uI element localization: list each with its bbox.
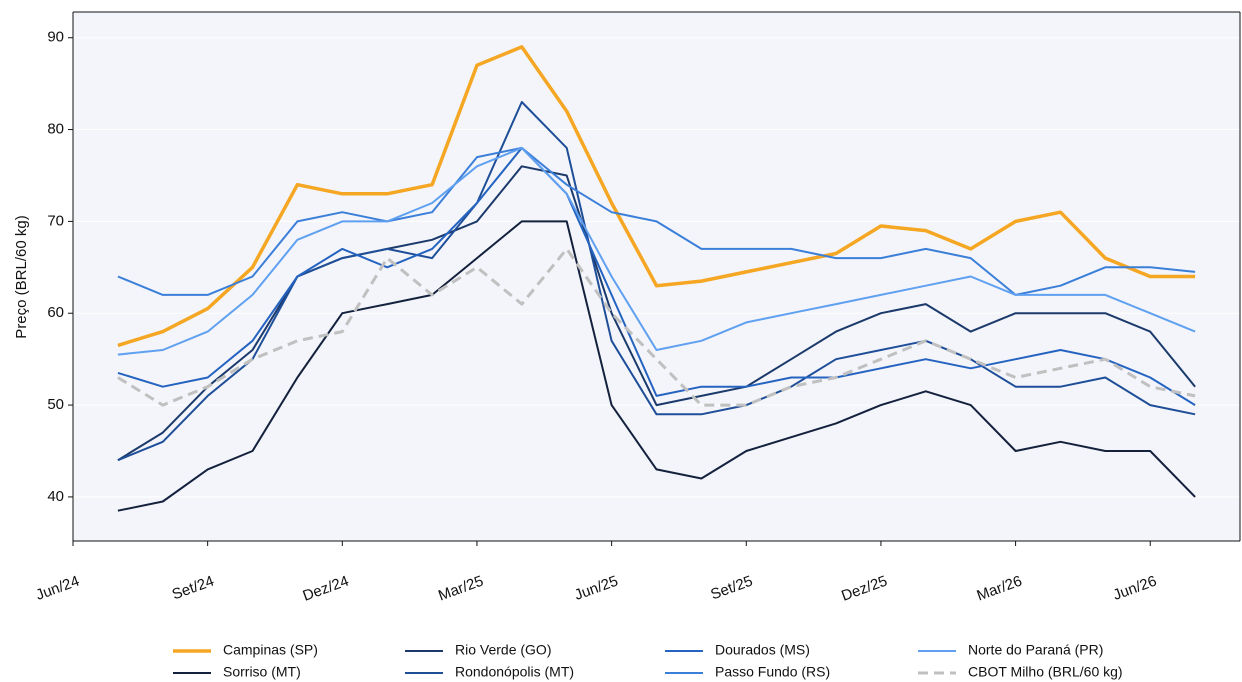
x-tick-label: Jun/25 xyxy=(572,573,620,604)
y-tick-label: 40 xyxy=(47,488,64,505)
series-line xyxy=(117,220,1196,512)
x-tick-label: Jun/24 xyxy=(34,573,82,604)
legend-label: CBOT Milho (BRL/60 kg) xyxy=(968,664,1123,680)
series-line xyxy=(117,146,1196,356)
legend-label: Rio Verde (GO) xyxy=(455,642,551,658)
y-tick-label: 80 xyxy=(47,121,64,138)
x-tick-label: Dez/24 xyxy=(301,573,351,605)
y-axis-label: Preço (BRL/60 kg) xyxy=(13,215,30,338)
legend-label: Passo Fundo (RS) xyxy=(715,664,830,680)
legend-label: Sorriso (MT) xyxy=(223,664,301,680)
x-tick-label: Set/25 xyxy=(708,573,755,604)
y-tick-label: 60 xyxy=(47,304,64,321)
legend-label: Campinas (SP) xyxy=(223,642,318,658)
x-tick-label: Jun/26 xyxy=(1111,573,1159,604)
x-tick-label: Mar/26 xyxy=(975,573,1025,605)
legend-label: Rondonópolis (MT) xyxy=(455,664,574,680)
legend-label: Dourados (MS) xyxy=(715,642,810,658)
y-tick-label: 90 xyxy=(47,29,64,46)
series-line xyxy=(117,146,1196,406)
plot-area xyxy=(73,12,1240,541)
y-tick-label: 50 xyxy=(47,396,64,413)
legend: Campinas (SP) Sorriso (MT) Rio Verde (GO) R… xyxy=(173,642,1123,680)
x-tick-label: Dez/25 xyxy=(839,573,889,605)
x-tick-label: Mar/25 xyxy=(436,573,486,605)
legend-label: Norte do Paraná (PR) xyxy=(968,642,1103,658)
y-tick-label: 70 xyxy=(47,212,64,229)
series-line xyxy=(117,45,1196,348)
x-tick-label: Set/24 xyxy=(170,573,217,604)
